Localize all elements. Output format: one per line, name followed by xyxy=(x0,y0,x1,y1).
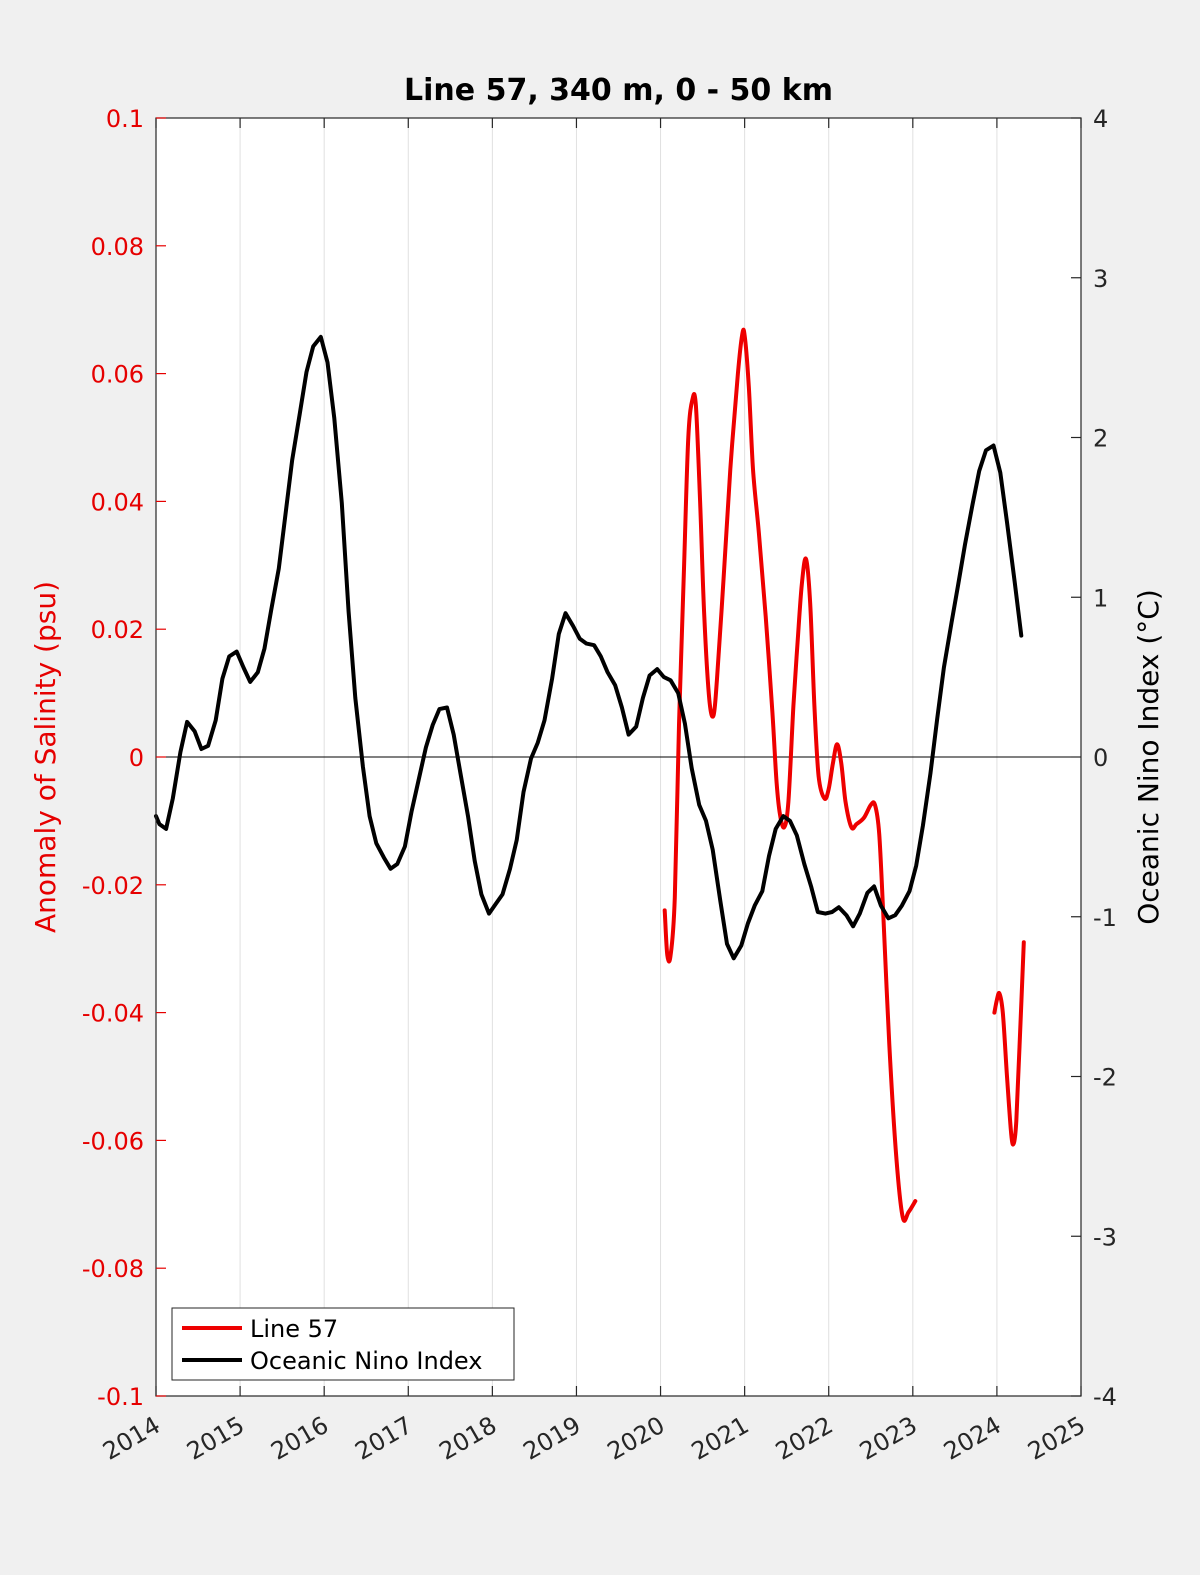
right-y-axis: 4 3 2 1 0 -1 -2 -3 -4 xyxy=(1071,105,1117,1411)
oni-series-line-segment-0 xyxy=(154,334,1024,961)
right-y-tick-label: -4 xyxy=(1093,1383,1117,1411)
line57-series-line-segment-1 xyxy=(992,940,1026,1147)
right-y-axis-label: Oceanic Nino Index (°C) xyxy=(1132,589,1165,925)
series-layer xyxy=(154,327,1026,1223)
left-y-tick-label: 0.1 xyxy=(106,105,144,133)
left-y-tick-label: 0.08 xyxy=(91,233,144,261)
right-y-tick-label: -1 xyxy=(1093,904,1117,932)
left-y-tick-label: -0.08 xyxy=(82,1255,144,1283)
legend: Line 57 Oceanic Nino Index xyxy=(171,1307,515,1381)
left-y-tick-label: 0.02 xyxy=(91,616,144,644)
left-y-axis: 0.1 0.08 0.06 0.04 0.02 0 -0.02 -0.04 -0.06 -0.08… xyxy=(82,105,166,1411)
legend-box xyxy=(171,1307,515,1381)
right-y-tick-label: 4 xyxy=(1093,105,1108,133)
left-y-tick-label: -0.1 xyxy=(97,1383,144,1411)
left-y-tick-label: 0.04 xyxy=(91,488,144,516)
left-y-tick-label: 0.06 xyxy=(91,361,144,389)
right-y-tick-label: 2 xyxy=(1093,425,1108,453)
left-y-tick-label: -0.06 xyxy=(82,1127,144,1155)
chart-title: Line 57, 340 m, 0 - 50 km xyxy=(404,73,833,108)
left-y-tick-label: -0.02 xyxy=(82,872,144,900)
right-y-tick-label: 1 xyxy=(1093,584,1108,612)
right-y-tick-label: -2 xyxy=(1093,1064,1117,1092)
right-y-tick-label: 3 xyxy=(1093,265,1108,293)
left-y-tick-label: 0 xyxy=(129,744,144,772)
left-y-axis-label: Anomaly of Salinity (psu) xyxy=(29,581,62,933)
legend-label-line57: Line 57 xyxy=(250,1315,338,1343)
legend-label-oni: Oceanic Nino Index xyxy=(250,1347,482,1375)
right-y-tick-label: -3 xyxy=(1093,1223,1117,1251)
right-y-tick-label: 0 xyxy=(1093,744,1108,772)
line57-series-line-segment-0 xyxy=(662,327,918,1223)
left-y-tick-label: -0.04 xyxy=(82,1000,144,1028)
